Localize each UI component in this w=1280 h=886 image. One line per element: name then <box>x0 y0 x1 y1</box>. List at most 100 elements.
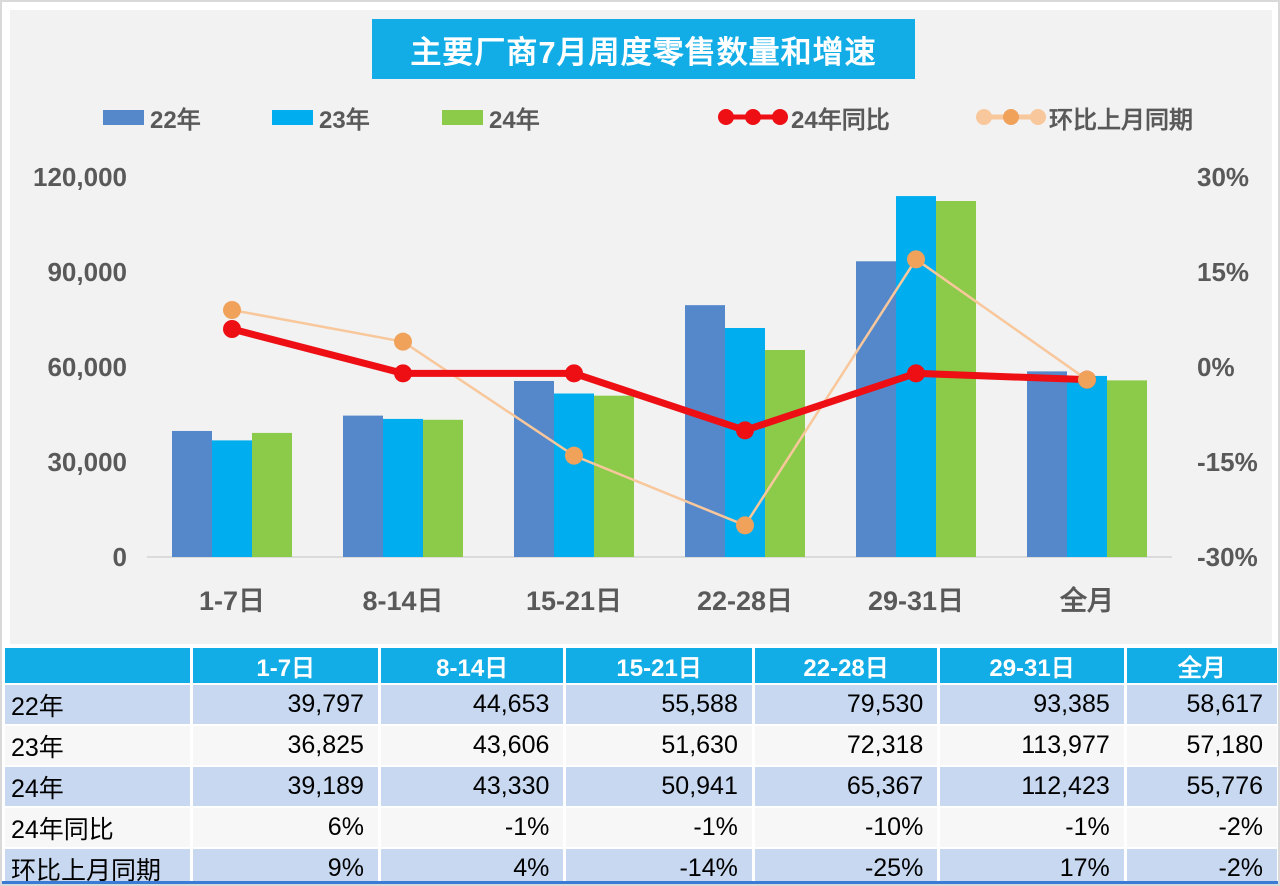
legend-label: 环比上月同期 <box>1049 106 1193 134</box>
bar-23年-8-14日 <box>383 418 423 557</box>
table-header-row: 1-7日 8-14日 15-21日 22-28日 29-31日 全月 <box>5 648 1277 683</box>
bar-23年-全月 <box>1067 375 1107 557</box>
left-axis-tick: 90,000 <box>47 257 127 287</box>
cell-23年-15-21日: 51,630 <box>566 726 752 765</box>
legend-swatch <box>272 109 313 125</box>
cell-环比上月同期-22-28日: -25% <box>754 849 938 884</box>
bar-23年-1-7日 <box>212 440 252 557</box>
legend-line-marker <box>718 109 788 125</box>
bar-24年-8-14日 <box>423 419 463 557</box>
x-axis-label: 8-14日 <box>362 586 443 616</box>
table-row-环比上月同期: 环比上月同期 9% 4% -14% -25% 17% -2% <box>5 849 1277 884</box>
table-body: 22年 39,797 44,653 55,588 79,530 93,385 58,617 2… <box>5 685 1277 884</box>
cell-23年-22-28日: 72,318 <box>754 726 938 765</box>
legend-label: 22年 <box>150 106 201 134</box>
cell-23年-29-31日: 113,977 <box>940 726 1124 765</box>
x-axis-label: 1-7日 <box>199 586 265 616</box>
marker-24年同比-22-28日 <box>736 421 754 440</box>
cell-23年-8-14日: 43,606 <box>380 726 564 765</box>
cell-环比上月同期-29-31日: 17% <box>940 849 1124 884</box>
cell-24年-8-14日: 43,330 <box>380 767 564 806</box>
cell-24年-29-31日: 112,423 <box>940 767 1124 806</box>
marker-24年同比-8-14日 <box>394 364 412 383</box>
right-axis-tick: 30% <box>1197 162 1249 192</box>
left-axis-tick: 120,000 <box>33 162 127 192</box>
data-table: 1-7日 8-14日 15-21日 22-28日 29-31日 全月 22年 39,797 4… <box>2 646 1278 884</box>
marker-环比上月同期-8-14日 <box>394 332 412 351</box>
column-header-8-14日: 8-14日 <box>380 648 564 683</box>
column-header-1-7日: 1-7日 <box>193 648 378 683</box>
cell-环比上月同期-15-21日: -14% <box>566 849 752 884</box>
table-row-24年同比: 24年同比 6% -1% -1% -10% -1% -2% <box>5 808 1277 847</box>
legend-item-2: 23年 <box>272 102 370 134</box>
legend-item-4: 24年同比 <box>717 102 890 134</box>
x-axis-label: 15-21日 <box>526 586 622 616</box>
legend-swatch <box>442 109 483 125</box>
bottom-accent-strip <box>2 881 1278 884</box>
left-axis-tick: 30,000 <box>47 447 127 477</box>
table-row-22年: 22年 39,797 44,653 55,588 79,530 93,385 58,617 <box>5 685 1277 724</box>
cell-24年同比-8-14日: -1% <box>380 808 564 847</box>
table-row-24年: 24年 39,189 43,330 50,941 65,367 112,423 55,776 <box>5 767 1277 806</box>
bar-24年-1-7日 <box>252 432 292 557</box>
cell-环比上月同期-全月: -2% <box>1126 849 1277 884</box>
left-axis-tick: 0 <box>113 542 127 572</box>
legend-line-marker <box>976 109 1046 125</box>
marker-环比上月同期-全月 <box>1078 370 1096 389</box>
cell-24年-15-21日: 50,941 <box>566 767 752 806</box>
column-header-22-28日: 22-28日 <box>754 648 938 683</box>
column-header-全月: 全月 <box>1126 648 1277 683</box>
marker-环比上月同期-22-28日 <box>736 516 754 535</box>
cell-24年同比-1-7日: 6% <box>193 808 378 847</box>
marker-环比上月同期-29-31日 <box>907 250 925 269</box>
cell-22年-15-21日: 55,588 <box>566 685 752 724</box>
table-header: 1-7日 8-14日 15-21日 22-28日 29-31日 全月 <box>5 648 1277 683</box>
line-环比上月同期 <box>231 257 1088 527</box>
right-axis-tick: -30% <box>1197 542 1258 572</box>
right-axis-tick: 0% <box>1197 352 1235 382</box>
legend-item-5: 环比上月同期 <box>975 102 1193 134</box>
cell-24年同比-全月: -2% <box>1126 808 1277 847</box>
column-header-15-21日: 15-21日 <box>566 648 752 683</box>
cell-22年-全月: 58,617 <box>1126 685 1277 724</box>
cell-24年同比-29-31日: -1% <box>940 808 1124 847</box>
bar-22年-15-21日 <box>514 380 554 557</box>
marker-24年同比-15-21日 <box>565 364 583 383</box>
line-24年同比 <box>231 325 1088 435</box>
bar-22年-29-31日 <box>856 261 896 557</box>
cell-22年-29-31日: 93,385 <box>940 685 1124 724</box>
cell-24年同比-15-21日: -1% <box>566 808 752 847</box>
legend-label: 24年同比 <box>791 106 890 134</box>
bar-23年-15-21日 <box>554 393 594 557</box>
legend-label: 24年 <box>489 106 540 134</box>
row-label: 24年 <box>5 767 191 806</box>
marker-24年同比-1-7日 <box>223 320 241 338</box>
bar-24年-29-31日 <box>936 200 976 557</box>
x-axis-label: 22-28日 <box>697 586 793 616</box>
cell-22年-8-14日: 44,653 <box>380 685 564 724</box>
right-axis-tick: 15% <box>1197 257 1249 287</box>
bar-24年-全月 <box>1107 380 1147 557</box>
column-header-29-31日: 29-31日 <box>940 648 1124 683</box>
marker-环比上月同期-1-7日 <box>223 301 241 319</box>
cell-环比上月同期-1-7日: 9% <box>193 849 378 884</box>
cell-22年-22-28日: 79,530 <box>754 685 938 724</box>
cell-24年-全月: 55,776 <box>1126 767 1277 806</box>
chart-title: 主要厂商7月周度零售数量和增速 <box>372 19 915 79</box>
legend-item-1: 22年 <box>103 102 201 134</box>
bar-22年-22-28日 <box>685 305 725 557</box>
table-corner-cell <box>5 648 191 683</box>
marker-24年同比-29-31日 <box>907 364 925 383</box>
cell-23年-全月: 57,180 <box>1126 726 1277 765</box>
x-axis-label: 29-31日 <box>868 586 964 616</box>
row-label: 23年 <box>5 726 191 765</box>
bar-24年-22-28日 <box>765 350 805 557</box>
bar-22年-1-7日 <box>172 430 212 557</box>
row-label: 22年 <box>5 685 191 724</box>
marker-环比上月同期-15-21日 <box>565 446 583 465</box>
bar-22年-全月 <box>1027 371 1067 557</box>
row-label: 24年同比 <box>5 808 191 847</box>
cell-23年-1-7日: 36,825 <box>193 726 378 765</box>
left-axis-tick: 60,000 <box>47 352 127 382</box>
